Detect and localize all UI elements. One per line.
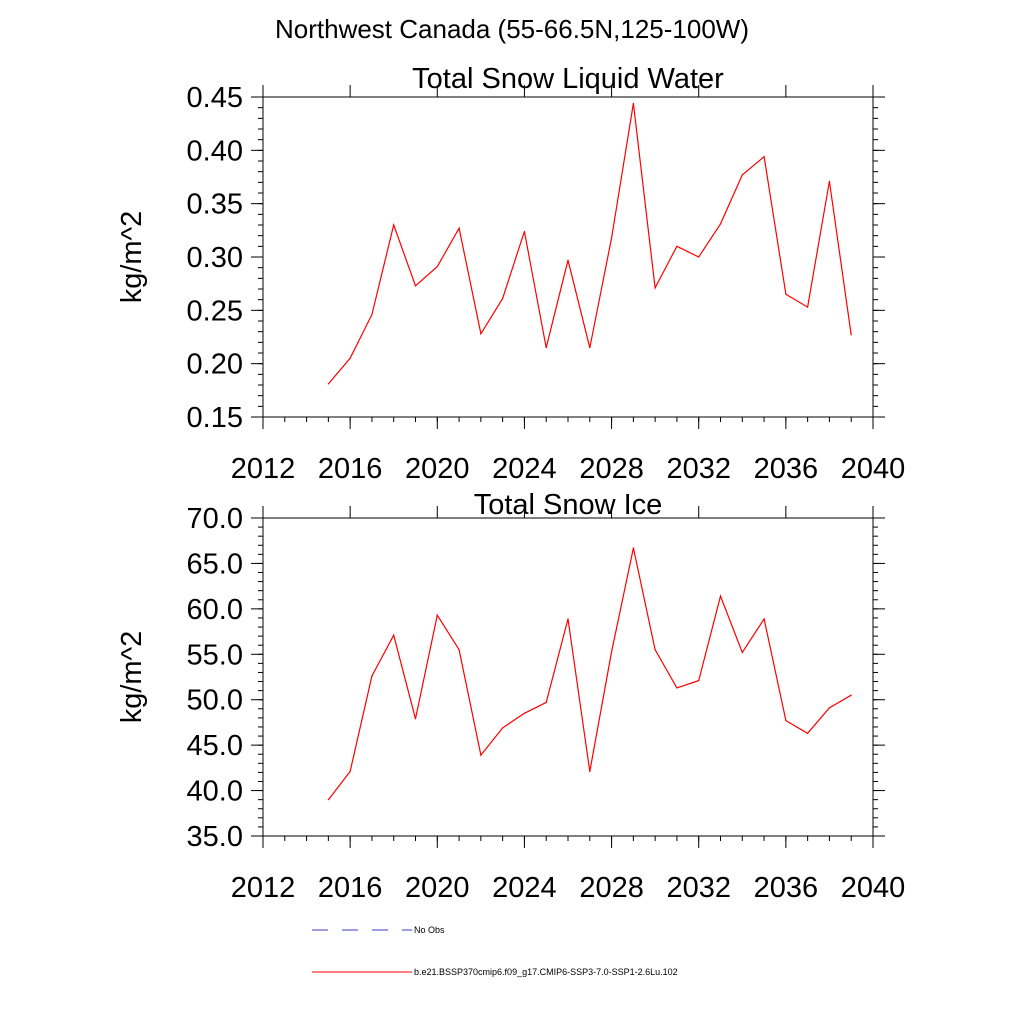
y-tick-label: 0.20 [187, 349, 243, 381]
y-axis-label: kg/m^2 [116, 631, 148, 724]
y-tick-label: 0.40 [187, 135, 243, 167]
y-tick-label: 55.0 [187, 639, 243, 671]
data-point [632, 102, 634, 104]
y-axis-label: kg/m^2 [116, 211, 148, 304]
figure-suptitle: Northwest Canada (55-66.5N,125-100W) [274, 14, 750, 44]
y-tick-label: 50.0 [187, 685, 243, 717]
x-tick-label: 2040 [841, 872, 906, 904]
data-point [828, 180, 831, 182]
data-point [698, 256, 700, 258]
data-point [414, 718, 417, 720]
y-tick-label: 60.0 [187, 594, 243, 626]
chart-panel-snow-ice: Total Snow Ice kg/m^2 2012 2016 2020 2024 2028… [116, 489, 905, 904]
data-point [436, 614, 438, 616]
y-tick-label: 45.0 [187, 730, 243, 762]
data-point [523, 230, 526, 232]
data-point [785, 293, 787, 295]
plot-frame [262, 517, 874, 837]
data-point [850, 334, 852, 336]
x-tick-label: 2028 [579, 872, 644, 904]
data-point [785, 720, 787, 722]
data-point [502, 298, 504, 300]
x-tick-label: 2036 [754, 872, 819, 904]
data-point [393, 634, 395, 636]
data-point [610, 650, 613, 653]
data-point [654, 649, 656, 651]
chart-panel-snow-liquid-water: Total Snow Liquid Water kg/m^2 2012 2016 202… [116, 63, 905, 485]
x-tick-label: 2028 [579, 453, 644, 485]
legend-label-model: b.e21.BSSP370cmip6.f09_g17.CMIP6-SSP3-7.… [414, 967, 678, 977]
data-point [698, 680, 700, 682]
data-point [371, 314, 373, 316]
data-point [719, 595, 722, 597]
data-point [523, 712, 526, 714]
data-point [632, 547, 634, 549]
data-point [545, 347, 547, 349]
data-point [828, 707, 831, 709]
x-tick-label: 2036 [754, 453, 819, 485]
legend: No Obs b.e21.BSSP370cmip6.f09_g17.CMIP6-S… [312, 925, 678, 977]
data-point [807, 306, 809, 308]
data-point [676, 687, 678, 689]
data-point [741, 651, 743, 654]
x-tick-label: 2032 [666, 453, 731, 485]
data-point [502, 727, 504, 729]
y-tick-label: 0.30 [187, 242, 243, 274]
data-point [763, 156, 765, 158]
chart-title: Total Snow Ice [474, 489, 663, 521]
data-point [850, 694, 852, 696]
data-point [458, 649, 460, 651]
x-tick-label: 2024 [492, 453, 557, 485]
legend-label-no-obs: No Obs [414, 925, 445, 935]
data-point [807, 732, 809, 734]
data-point [567, 259, 569, 261]
y-tick-label: 35.0 [187, 821, 243, 853]
x-tick-label: 2020 [405, 872, 470, 904]
y-tick-label: 0.45 [187, 82, 243, 114]
data-point [393, 224, 395, 226]
x-tick-label: 2016 [318, 872, 383, 904]
y-tick-label: 0.25 [187, 295, 243, 327]
x-tick-label: 2040 [841, 453, 906, 485]
x-tick-label: 2012 [231, 872, 296, 904]
y-tick-label: 65.0 [187, 548, 243, 580]
y-tick-label: 70.0 [187, 503, 243, 535]
data-point [676, 245, 678, 247]
data-point [371, 675, 373, 677]
data-point [349, 770, 351, 773]
data-point [349, 357, 351, 359]
data-point [719, 223, 722, 225]
y-tick-label: 0.15 [187, 402, 243, 434]
series-line [327, 103, 852, 385]
data-point [589, 347, 591, 349]
y-tick-label: 0.35 [187, 189, 243, 221]
data-point [327, 383, 329, 385]
data-point [654, 287, 656, 289]
data-point [414, 285, 417, 287]
chart-title: Total Snow Liquid Water [412, 63, 724, 95]
y-tick-label: 40.0 [187, 776, 243, 808]
data-point [741, 174, 743, 176]
x-tick-label: 2012 [231, 453, 296, 485]
data-point [545, 701, 547, 704]
data-point [763, 618, 765, 620]
x-tick-label: 2032 [666, 872, 731, 904]
data-point [567, 618, 569, 620]
data-point [589, 770, 591, 773]
data-point [327, 799, 329, 801]
data-point [610, 237, 613, 239]
series-line [327, 547, 852, 801]
x-tick-label: 2024 [492, 872, 557, 904]
data-point [480, 333, 482, 335]
data-point [436, 266, 438, 268]
plot-frame [262, 96, 874, 418]
data-point [480, 754, 482, 756]
x-tick-label: 2020 [405, 453, 470, 485]
data-point [458, 227, 460, 229]
x-tick-label: 2016 [318, 453, 383, 485]
